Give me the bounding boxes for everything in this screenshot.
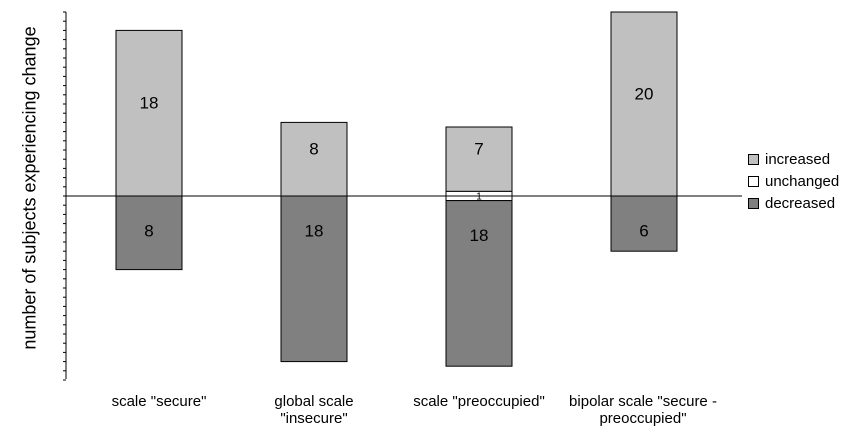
legend-swatch-decreased — [748, 197, 759, 209]
bar-decreased — [280, 195, 348, 363]
y-axis-label-box: number of subjects experiencing change — [4, 18, 56, 358]
legend-swatch-unchanged — [748, 175, 759, 187]
bars — [115, 11, 678, 367]
bar-increased — [280, 121, 348, 197]
data-label-increased: 7 — [474, 140, 483, 159]
data-label-increased: 8 — [309, 140, 318, 159]
bar-increased — [610, 11, 678, 197]
data-labels: 18 8 8 18 7 1 18 20 6 — [140, 85, 654, 246]
legend-label-increased: increased — [765, 150, 831, 168]
legend-label-unchanged: unchanged — [765, 172, 840, 190]
category-label-insecure: global scale "insecure" — [274, 393, 354, 427]
data-label-increased: 18 — [140, 94, 159, 113]
category-label-preoccupied: scale "preoccupied" — [413, 393, 545, 410]
legend-item-decreased: decreased — [748, 192, 854, 214]
category-label-secure: scale "secure" — [111, 393, 207, 410]
legend-item-unchanged: unchanged — [748, 170, 854, 192]
data-label-decreased: 8 — [144, 222, 153, 241]
y-axis-label: number of subjects experiencing change — [19, 26, 40, 350]
data-label-decreased: 18 — [305, 222, 324, 241]
bar-increased — [115, 29, 183, 197]
category-label-bipolar: bipolar scale "secure - preoccupied" — [569, 393, 717, 427]
data-label-decreased: 6 — [639, 222, 648, 241]
data-label-increased: 20 — [635, 85, 654, 104]
data-label-decreased: 18 — [470, 226, 489, 245]
bar-decreased — [610, 195, 678, 252]
bar-decreased — [445, 200, 513, 367]
legend-swatch-increased — [748, 153, 759, 165]
legend-item-increased: increased — [748, 148, 854, 170]
data-label-unchanged: 1 — [476, 192, 482, 203]
bar-increased — [445, 126, 513, 192]
legend-label-decreased: decreased — [765, 194, 836, 212]
legend: increased unchanged decreased — [748, 148, 854, 214]
